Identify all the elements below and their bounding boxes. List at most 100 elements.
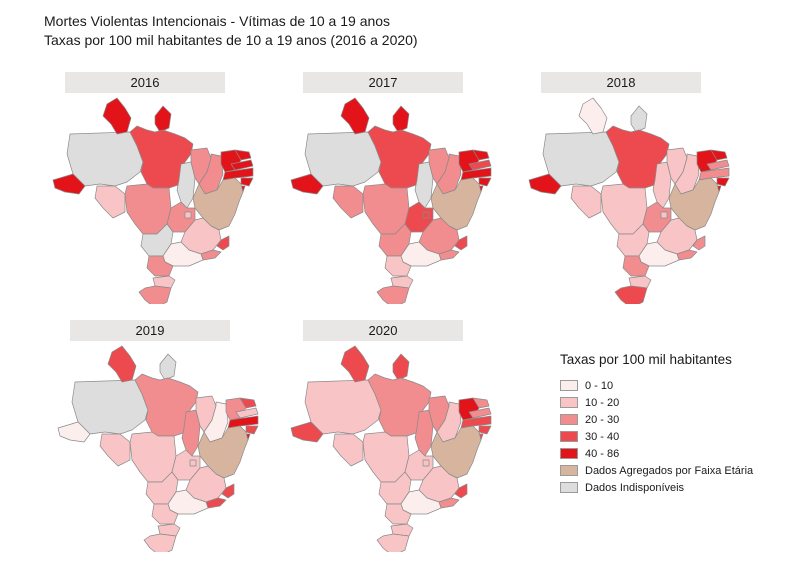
state-rs	[138, 285, 172, 304]
state-pa	[134, 373, 199, 437]
map-panel-2020: 2020	[283, 320, 503, 552]
state-rn	[472, 149, 490, 161]
legend-label: 10 - 20	[585, 396, 620, 409]
legend-swatch	[560, 482, 578, 493]
legend-swatch	[560, 448, 578, 459]
state-ac	[290, 421, 324, 443]
state-ro	[570, 185, 602, 219]
legend-swatch	[560, 397, 578, 408]
state-ap	[392, 105, 410, 133]
legend-item: 0 - 10	[560, 377, 753, 394]
state-rn	[472, 397, 490, 409]
panel-year-label: 2017	[303, 72, 463, 93]
state-ap	[630, 105, 648, 133]
map-panel-2018: 2018	[521, 72, 741, 304]
state-es	[692, 235, 706, 251]
state-pb	[230, 159, 254, 171]
state-al	[240, 177, 254, 187]
legend-label: 20 - 30	[585, 413, 620, 426]
state-ro	[332, 433, 364, 467]
brazil-map-2016	[52, 97, 254, 304]
state-pa	[605, 125, 670, 189]
state-sc	[390, 523, 414, 537]
state-pr	[622, 255, 650, 277]
state-ac	[57, 421, 91, 443]
legend-label: 30 - 40	[585, 430, 620, 443]
brazil-map-2017	[290, 97, 492, 304]
panel-year-label: 2020	[303, 320, 463, 341]
state-ac	[528, 173, 562, 195]
map-panel-2017: 2017	[283, 72, 503, 304]
state-es	[216, 235, 230, 251]
state-sc	[152, 275, 176, 289]
state-rr	[107, 345, 137, 383]
title-line-2: Taxas por 100 mil habitantes de 10 a 19 …	[44, 32, 418, 48]
state-pe	[460, 415, 492, 429]
map-panel-2019: 2019	[50, 320, 270, 552]
legend-label: Dados Indisponíveis	[585, 481, 685, 494]
state-pe	[698, 167, 730, 181]
state-pr	[151, 503, 179, 525]
state-al	[478, 177, 492, 187]
state-df	[422, 459, 430, 467]
state-pr	[146, 255, 174, 277]
state-ap	[392, 353, 410, 381]
state-es	[454, 235, 468, 251]
state-sc	[390, 275, 414, 289]
legend-item: 30 - 40	[560, 428, 753, 445]
state-rr	[578, 97, 608, 135]
state-es	[221, 483, 235, 499]
state-rs	[143, 533, 177, 552]
state-rn	[239, 397, 257, 409]
state-am	[542, 131, 620, 187]
state-ro	[332, 185, 364, 219]
state-ac	[290, 173, 324, 195]
state-ap	[159, 353, 177, 381]
state-ap	[154, 105, 172, 133]
state-sc	[157, 523, 181, 537]
state-pa	[367, 125, 432, 189]
state-sc	[628, 275, 652, 289]
state-pb	[468, 159, 492, 171]
title-line-1: Mortes Violentas Intencionais - Vítimas …	[44, 13, 391, 29]
state-pe	[227, 415, 259, 429]
state-pe	[460, 167, 492, 181]
map-panel-2016: 2016	[45, 72, 265, 304]
state-df	[184, 211, 192, 219]
state-am	[66, 131, 144, 187]
state-pa	[129, 125, 194, 189]
state-al	[245, 425, 259, 435]
state-ro	[99, 433, 131, 467]
state-rs	[376, 285, 410, 304]
legend-item: 40 - 86	[560, 445, 753, 462]
legend-item: 20 - 30	[560, 411, 753, 428]
state-ac	[52, 173, 86, 195]
legend-swatch	[560, 465, 578, 476]
legend-item: 10 - 20	[560, 394, 753, 411]
chart-title: Mortes Violentas Intencionais - Vítimas …	[44, 12, 418, 50]
state-rn	[710, 149, 728, 161]
legend-label: 0 - 10	[585, 379, 614, 392]
state-pa	[367, 373, 432, 437]
state-pr	[384, 255, 412, 277]
panel-year-label: 2016	[65, 72, 225, 93]
legend-swatch	[560, 431, 578, 442]
brazil-map-2020	[290, 345, 492, 552]
legend-label: Dados Agregados por Faixa Etária	[585, 464, 754, 477]
state-rr	[340, 345, 370, 383]
state-al	[716, 177, 730, 187]
state-pb	[468, 407, 492, 419]
legend-swatch	[560, 414, 578, 425]
state-rr	[102, 97, 132, 135]
state-df	[660, 211, 668, 219]
legend-swatch	[560, 380, 578, 391]
brazil-map-2019	[57, 345, 259, 552]
state-df	[422, 211, 430, 219]
state-rs	[614, 285, 648, 304]
state-es	[454, 483, 468, 499]
panel-year-label: 2018	[541, 72, 701, 93]
state-pb	[706, 159, 730, 171]
legend-item: Dados Agregados por Faixa Etária	[560, 462, 753, 479]
state-am	[71, 379, 149, 435]
state-am	[304, 131, 382, 187]
